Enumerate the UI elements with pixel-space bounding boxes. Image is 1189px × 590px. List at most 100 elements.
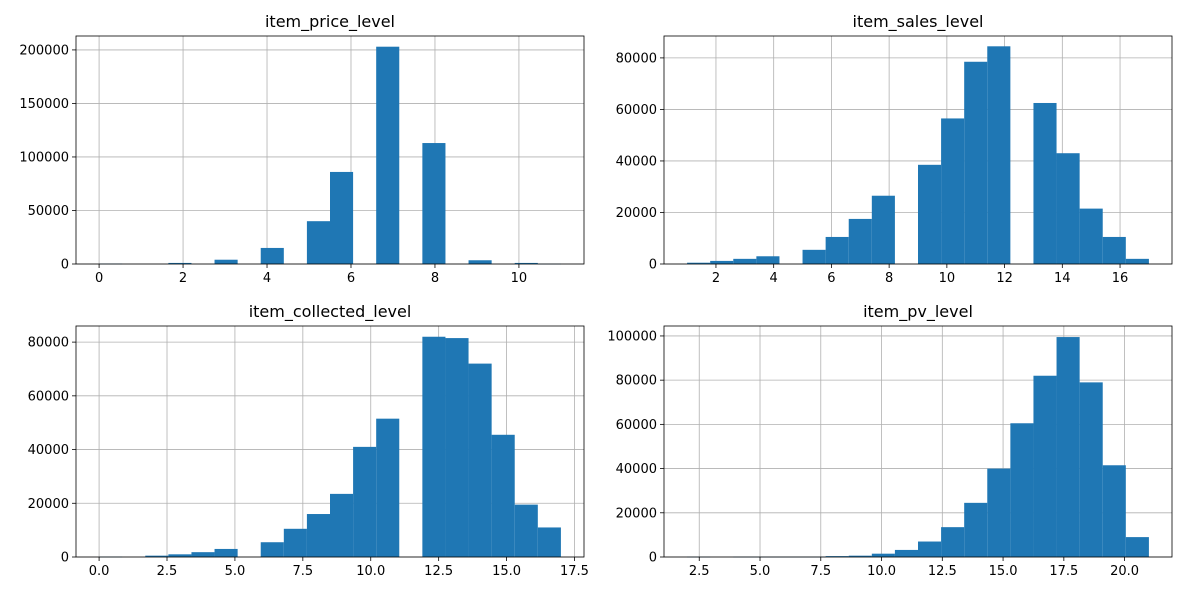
item-sales-level-y-tick-label: 0 [649, 258, 657, 273]
item-collected-level-bar [353, 446, 377, 557]
item-pv-level-bar [1125, 537, 1149, 557]
item-price-level-bar [260, 247, 284, 264]
item-sales-level-bar [848, 218, 872, 264]
item-pv-level-y-tick-label: 80000 [616, 374, 657, 389]
item-collected-level-bar [145, 555, 169, 557]
item-collected-level-title: item_collected_level [249, 302, 412, 322]
item-sales-level-bar [871, 195, 895, 264]
item-price-level-x-tick-label: 0 [95, 271, 103, 286]
item-collected-level-y-tick-label: 0 [61, 551, 69, 566]
item-pv-level-x-tick-label: 17.5 [1049, 564, 1078, 579]
item-sales-level-bar [987, 46, 1011, 264]
item-collected-level-bar [445, 338, 469, 557]
item-collected-level-panel: item_collected_level 0.0 2.5 5.0 7.5 10.0 12.5… [28, 302, 589, 579]
item-pv-level-bar [987, 468, 1011, 557]
item-pv-level-panel: item_pv_level 2.5 5.0 7.5 10.0 12.5 15.0 17.5 20… [607, 302, 1173, 579]
item-price-level-y-tick-label: 150000 [19, 97, 69, 112]
item-sales-level-bar [941, 118, 965, 265]
item-collected-level-bar [214, 548, 238, 557]
item-collected-level-bar [514, 504, 538, 557]
item-pv-level-y-tick-label: 100000 [607, 329, 657, 344]
item-price-level-x-tick-label: 6 [347, 271, 355, 286]
item-sales-level-bar [825, 236, 849, 264]
item-price-level-y-tick-label: 200000 [19, 43, 69, 58]
item-price-level-bar [376, 46, 400, 264]
item-sales-level-bar [1125, 258, 1149, 264]
item-collected-level-x-tick-label: 7.5 [292, 564, 313, 579]
item-sales-level-x-tick-label: 8 [885, 271, 893, 286]
item-sales-level-bar [1079, 208, 1103, 264]
item-sales-level-x-tick-label: 6 [827, 271, 835, 286]
item-sales-level-y-tick-label: 80000 [616, 51, 657, 66]
item-collected-level-axes-frame [75, 325, 585, 558]
item-collected-level-bar [330, 493, 354, 557]
item-price-level-x-tick-label: 4 [263, 271, 271, 286]
item-collected-level-bar [376, 418, 400, 557]
item-price-level-y-tick-label: 50000 [28, 204, 69, 219]
item-sales-level-bar [756, 256, 780, 264]
item-collected-level-y-tick-label: 20000 [28, 497, 69, 512]
item-collected-level-x-tick-label: 5.0 [225, 564, 246, 579]
item-pv-level-bar [894, 549, 918, 557]
item-sales-level-bar [802, 249, 826, 264]
item-pv-level-bar [1102, 465, 1126, 557]
item-price-level-y-tick-label: 0 [61, 258, 69, 273]
item-pv-level-y-tick-label: 0 [649, 551, 657, 566]
item-pv-level-bar [825, 556, 849, 557]
item-pv-level-bar [964, 502, 988, 557]
item-sales-level-bar [733, 258, 757, 264]
item-collected-level-bar [191, 552, 215, 557]
charts-container: item_price_level 0 2 4 6 8 10 0 50000 100000 15000… [19, 12, 1173, 579]
item-pv-level-x-tick-label: 5.0 [750, 564, 771, 579]
item-price-level-axes-frame [75, 35, 585, 265]
item-pv-level-bar [848, 555, 872, 557]
item-sales-level-x-tick-label: 4 [770, 271, 778, 286]
item-sales-level-x-tick-label: 14 [1054, 271, 1071, 286]
item-pv-level-x-tick-label: 15.0 [989, 564, 1018, 579]
item-pv-level-bar [1010, 423, 1034, 557]
item-collected-level-y-tick-label: 40000 [28, 443, 69, 458]
item-collected-level-y-tick-label: 60000 [28, 389, 69, 404]
item-sales-level-x-tick-label: 16 [1112, 271, 1129, 286]
item-collected-level-x-tick-label: 12.5 [424, 564, 453, 579]
item-sales-level-x-tick-label: 12 [996, 271, 1013, 286]
item-pv-level-x-tick-label: 12.5 [928, 564, 957, 579]
item-price-level-title: item_price_level [265, 12, 395, 32]
item-price-level-x-tick-label: 2 [179, 271, 187, 286]
item-collected-level-bar [491, 434, 515, 557]
item-pv-level-bar [1079, 382, 1103, 557]
item-sales-level-bar [964, 61, 988, 264]
item-pv-level-bar [918, 541, 942, 557]
item-price-level-x-tick-label: 8 [431, 271, 439, 286]
item-sales-level-x-tick-label: 2 [712, 271, 720, 286]
item-price-level-bar [468, 260, 492, 264]
item-price-level-x-tick-label: 10 [511, 271, 528, 286]
item-collected-level-x-tick-label: 0.0 [89, 564, 110, 579]
item-collected-level-x-tick-label: 15.0 [492, 564, 521, 579]
item-collected-level-bar [537, 527, 561, 557]
item-collected-level-x-tick-label: 10.0 [356, 564, 385, 579]
item-collected-level-x-tick-label: 2.5 [157, 564, 178, 579]
item-pv-level-axes-frame [663, 325, 1173, 558]
item-price-level-bar [168, 262, 192, 264]
item-sales-level-bar [1033, 102, 1057, 264]
item-sales-level-bar [710, 260, 734, 264]
item-collected-level-bar [168, 554, 192, 557]
item-collected-level-bar [306, 514, 330, 557]
item-pv-level-y-tick-label: 20000 [616, 506, 657, 521]
item-sales-level-bar [687, 262, 711, 264]
item-pv-level-bar [871, 553, 895, 557]
item-pv-level-title: item_pv_level [863, 302, 973, 322]
item-pv-level-x-tick-label: 10.0 [867, 564, 896, 579]
item-collected-level-bar [422, 336, 446, 557]
item-collected-level-bar [468, 363, 492, 557]
item-sales-level-bar [1056, 153, 1080, 264]
item-pv-level-bar [1056, 337, 1080, 557]
item-pv-level-x-tick-label: 2.5 [689, 564, 710, 579]
item-collected-level-x-tick-label: 17.5 [560, 564, 589, 579]
item-sales-level-y-tick-label: 40000 [616, 154, 657, 169]
item-price-level-bar [214, 259, 238, 264]
item-price-level-y-tick-label: 100000 [19, 150, 69, 165]
item-collected-level-bar [260, 542, 284, 557]
